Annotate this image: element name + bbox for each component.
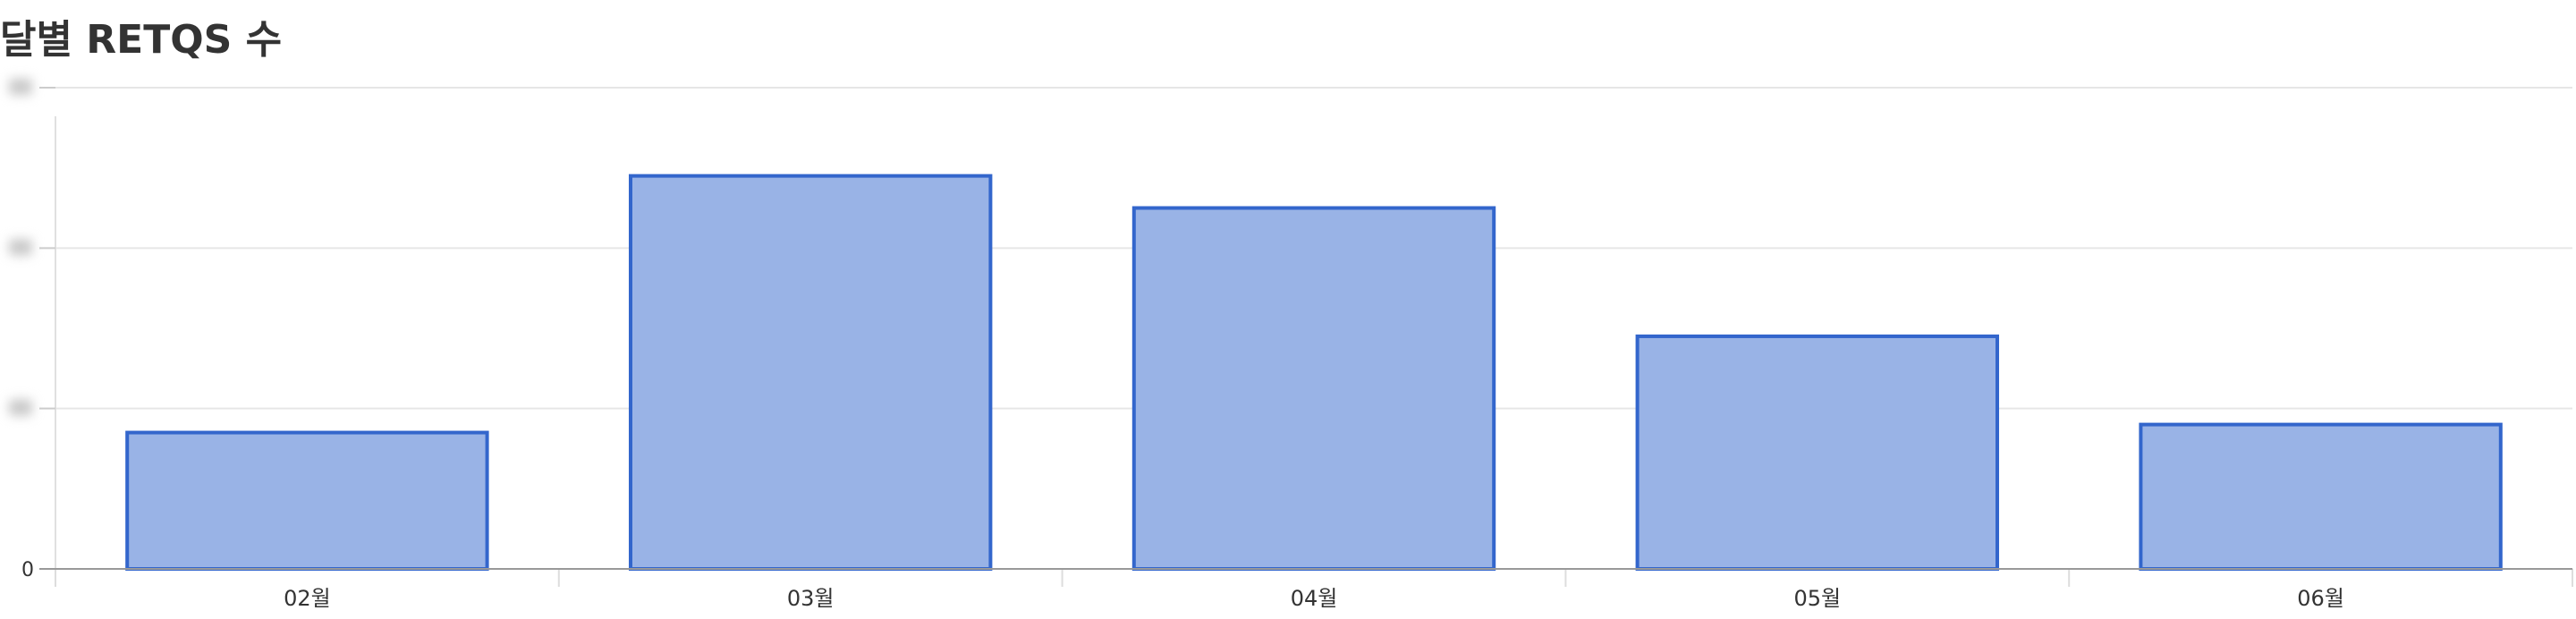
bar	[1131, 206, 1496, 571]
x-tick-label: 06월	[2297, 586, 2344, 611]
bar	[628, 174, 993, 571]
y-tick-labels: 0	[9, 79, 34, 581]
y-tick-label-obscured	[9, 399, 32, 416]
axes	[39, 87, 2573, 587]
chart-title: 달별 RETQS 수	[0, 17, 283, 63]
y-tick-label: 0	[21, 559, 34, 581]
x-tick-label: 03월	[787, 586, 835, 611]
x-tick-label: 05월	[1793, 586, 1841, 611]
bars	[125, 174, 2503, 572]
x-tick-labels: 02월 03월 04월 05월 06월	[284, 586, 2344, 611]
x-tick-label: 02월	[284, 586, 331, 611]
bar	[1635, 334, 2000, 571]
bar	[125, 430, 489, 572]
x-tick-label: 04월	[1291, 586, 1338, 611]
y-tick-label-obscured	[9, 79, 32, 95]
y-tick-label-obscured	[9, 239, 32, 256]
bar	[2139, 422, 2503, 571]
